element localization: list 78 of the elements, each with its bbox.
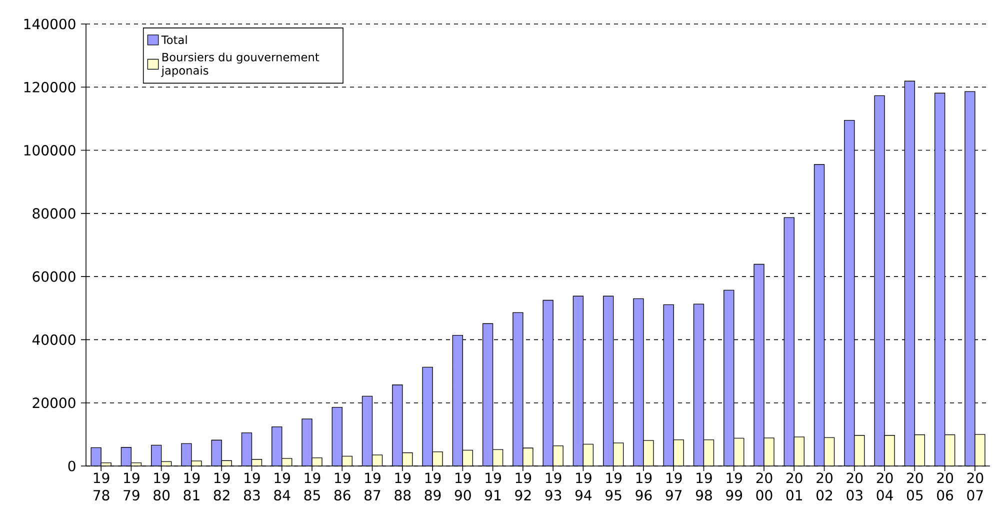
bar — [482, 324, 493, 466]
x-tick-label: 20 01 — [786, 472, 802, 501]
x-tick-label: 19 87 — [364, 472, 380, 501]
y-tick-label: 120000 — [24, 82, 76, 92]
y-tick-label: 40000 — [32, 334, 76, 345]
x-tick-label: 19 97 — [666, 472, 682, 501]
x-tick-label: 19 91 — [485, 472, 501, 501]
bar — [402, 452, 412, 466]
x-tick-label: 19 92 — [515, 472, 532, 501]
bar — [674, 440, 684, 466]
x-tick-label: 20 02 — [816, 472, 832, 501]
bar — [212, 440, 222, 466]
x-tick-label: 19 85 — [304, 472, 320, 501]
bar — [121, 447, 132, 466]
x-tick-label: 20 00 — [756, 472, 772, 501]
x-tick-label: 19 81 — [184, 472, 200, 501]
legend-label: Total — [161, 35, 187, 44]
bar — [734, 438, 744, 466]
bar — [613, 442, 624, 466]
x-tick-label: 19 83 — [244, 472, 260, 501]
y-tick-label: 100000 — [24, 144, 76, 156]
x-tick-label: 19 98 — [696, 472, 712, 501]
y-tick-label: 0 — [68, 460, 76, 472]
bar — [392, 384, 402, 466]
x-tick-label: 20 04 — [876, 472, 893, 501]
bar — [824, 438, 834, 466]
bar — [664, 304, 674, 466]
bar — [272, 426, 282, 466]
bar — [603, 296, 614, 466]
x-tick-label: 19 95 — [606, 472, 622, 501]
x-tick-label: 19 94 — [575, 472, 592, 501]
bar — [452, 335, 463, 466]
x-tick-label: 20 06 — [937, 472, 954, 501]
bar — [944, 434, 955, 466]
bar — [914, 434, 925, 466]
x-tick-label: 19 84 — [274, 472, 290, 501]
bar — [724, 290, 734, 466]
x-tick-label: 20 07 — [967, 472, 984, 501]
y-tick-label: 80000 — [32, 208, 76, 219]
bar — [492, 450, 503, 466]
x-tick-label: 19 88 — [394, 472, 411, 501]
y-tick-label: 60000 — [32, 271, 76, 282]
bar — [583, 444, 594, 466]
bar — [854, 435, 864, 466]
bar — [794, 436, 804, 466]
bar — [573, 296, 584, 466]
bar — [362, 396, 372, 466]
x-tick-label: 19 99 — [726, 472, 742, 501]
x-tick-label: 19 80 — [154, 472, 170, 501]
bar — [844, 120, 854, 466]
x-tick-label: 19 89 — [424, 472, 441, 501]
bar — [754, 264, 764, 466]
x-tick-label: 19 86 — [334, 472, 350, 501]
y-tick-label: 20000 — [32, 398, 76, 408]
x-tick-label: 19 79 — [124, 472, 140, 501]
bar — [332, 407, 342, 466]
bar — [934, 93, 945, 466]
bar — [633, 298, 644, 466]
x-tick-label: 20 03 — [846, 472, 863, 501]
bar — [784, 218, 794, 466]
x-tick-label: 20 05 — [906, 472, 923, 501]
legend-label: Boursiers du gouvernement japonais — [161, 52, 320, 77]
bar — [814, 164, 824, 466]
bar — [874, 96, 885, 466]
bar — [543, 300, 554, 466]
bar — [904, 81, 915, 466]
bar — [964, 91, 976, 466]
bar — [462, 450, 473, 466]
y-tick-label: 140000 — [24, 18, 76, 30]
bar — [151, 445, 162, 466]
x-tick-label: 19 96 — [636, 472, 652, 501]
bar — [694, 304, 704, 466]
bar — [242, 432, 252, 466]
x-tick-label: 19 90 — [454, 472, 471, 501]
x-tick-label: 19 82 — [214, 472, 230, 501]
x-tick-label: 19 93 — [545, 472, 562, 501]
x-tick-label: 19 78 — [94, 472, 110, 501]
bar — [704, 440, 714, 466]
